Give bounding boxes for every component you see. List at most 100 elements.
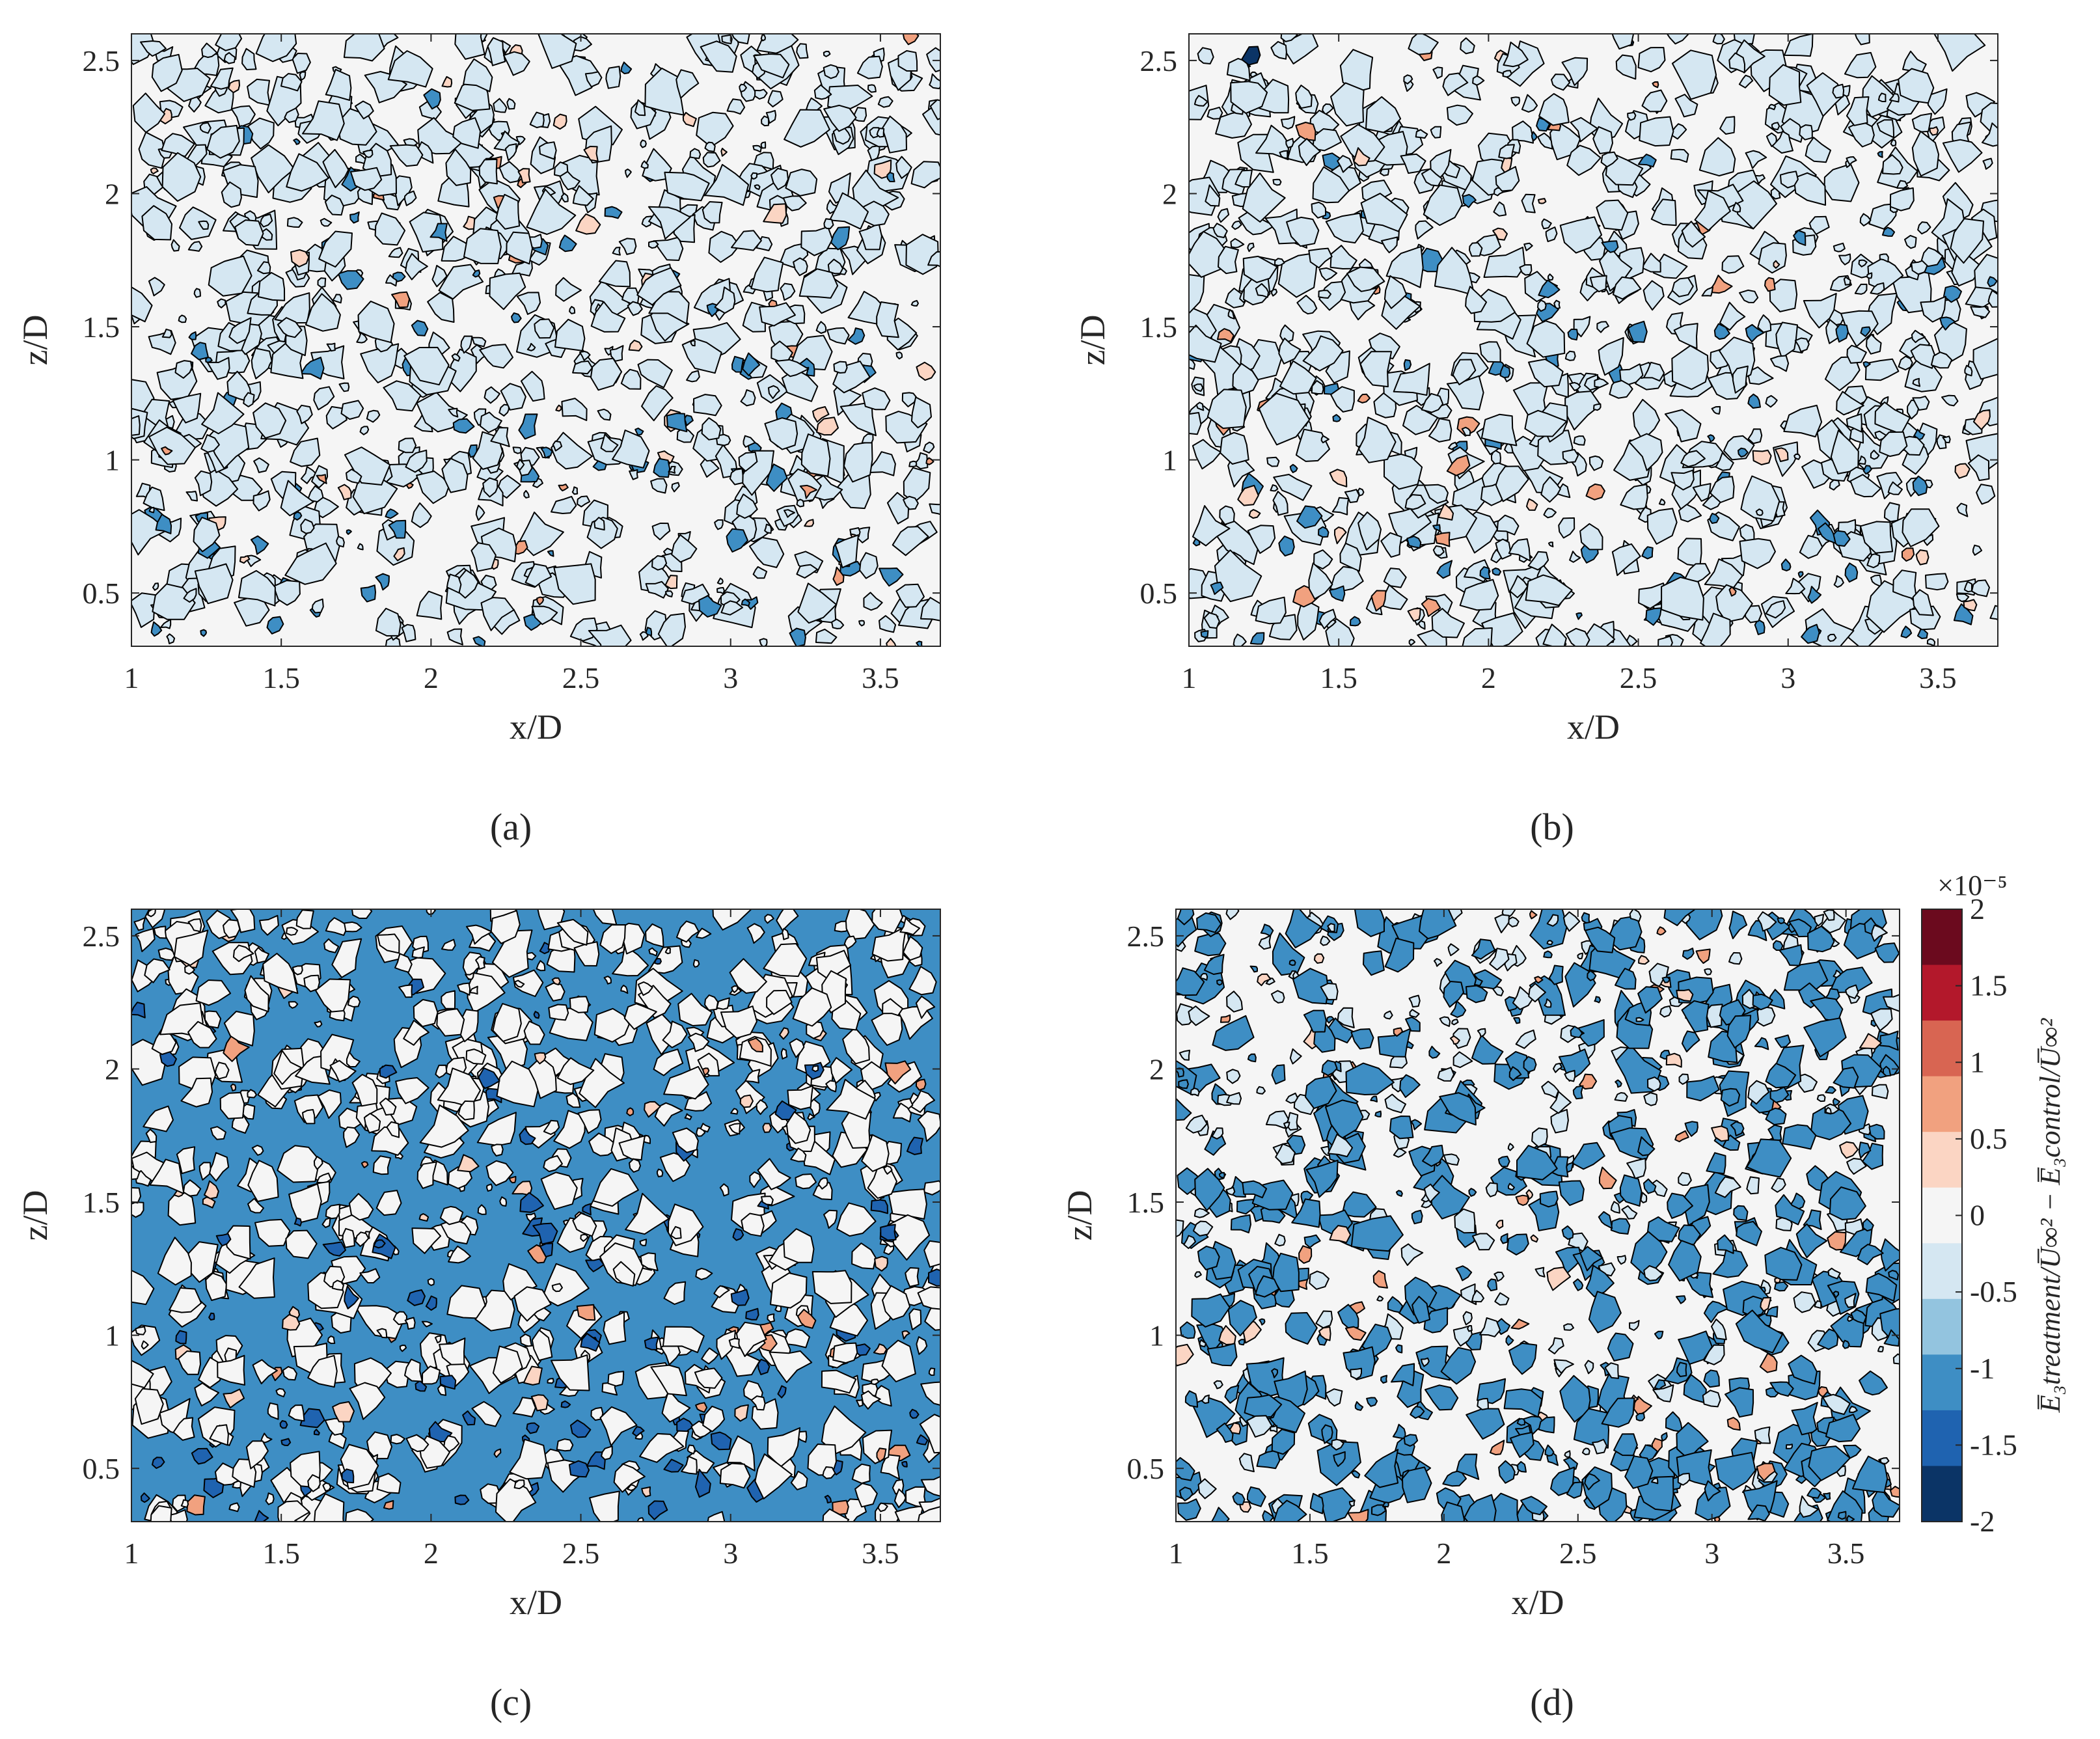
contour-region [854, 1483, 878, 1508]
contour-region [485, 1160, 514, 1186]
contour-region [1835, 323, 1849, 343]
contour-region [1341, 1191, 1377, 1218]
contour-region [1654, 1379, 1667, 1390]
contour-region [1184, 1390, 1199, 1408]
x-axis-label: x/D [510, 1583, 562, 1622]
contour-region [293, 1217, 303, 1227]
x-tick-label: 2 [1436, 1537, 1451, 1570]
contour-region [1528, 983, 1546, 1003]
contour-region [1857, 1244, 1884, 1265]
contour-region [441, 990, 456, 1009]
colorbar-band [1922, 1020, 1962, 1077]
contour-region [1332, 414, 1341, 422]
contour-region [710, 1431, 732, 1451]
contour-region [787, 1085, 813, 1110]
contour-region [1265, 978, 1275, 985]
contour-region [1318, 526, 1330, 538]
contour-region [205, 356, 213, 363]
contour-region [187, 918, 202, 933]
contour-region [262, 953, 299, 994]
x-axis-label: x/D [1512, 1583, 1564, 1622]
contour-region [1646, 508, 1678, 545]
contour-region [677, 993, 713, 1026]
contour-region [1442, 72, 1469, 96]
contour-region [1176, 1343, 1194, 1367]
contour-region [152, 1457, 165, 1469]
contour-region [187, 241, 203, 252]
contour-region [1279, 324, 1294, 344]
contour-region [625, 1192, 670, 1235]
contour-region [1178, 1079, 1189, 1089]
contour-region [572, 1212, 597, 1237]
contour-region [689, 148, 702, 159]
contour-region [1408, 638, 1416, 646]
contour-region [273, 1050, 303, 1085]
contour-region [909, 1408, 920, 1419]
contour-region [439, 1375, 457, 1390]
contour-region [1176, 967, 1205, 996]
contour-region [1226, 991, 1243, 1013]
contour-region [573, 941, 600, 966]
contour-region [448, 1245, 471, 1264]
contour-region [316, 474, 327, 484]
contour-region [901, 392, 917, 407]
contour-region [1483, 247, 1526, 278]
contour-region [1858, 1142, 1872, 1159]
contour-region [1674, 94, 1698, 118]
contour-region [1775, 1194, 1805, 1226]
contour-region [1810, 1104, 1852, 1140]
contour-region [1265, 1110, 1289, 1129]
contour-region [745, 1308, 759, 1321]
contour-region [322, 1482, 332, 1492]
contour-region [1569, 551, 1581, 563]
contour-region [376, 1473, 402, 1494]
contour-region [516, 459, 525, 471]
contour-region [1262, 1510, 1274, 1522]
y-axis-label: z/D [16, 315, 55, 366]
contour-region [1641, 89, 1668, 113]
contour-region [150, 621, 163, 637]
contour-region [1393, 1027, 1404, 1037]
contour-region [351, 909, 373, 919]
contour-region [141, 205, 172, 241]
y-tick-label: 1.5 [1127, 1186, 1165, 1219]
contour-region [1596, 199, 1629, 231]
contour-region [1495, 1220, 1504, 1229]
contour-region [1509, 575, 1529, 599]
contour-region [377, 933, 400, 954]
contour-region [1627, 111, 1637, 121]
contour-region [1440, 1347, 1477, 1385]
contour-region [1746, 1138, 1792, 1178]
contour-region [1888, 1270, 1899, 1281]
contour-region [1650, 199, 1677, 226]
contour-region [471, 336, 487, 348]
contour-region [452, 117, 482, 149]
contour-region [1537, 299, 1547, 312]
contour-region [1637, 154, 1657, 168]
contour-region [1423, 1183, 1440, 1203]
contour-region [1421, 392, 1444, 413]
contour-region [284, 107, 299, 124]
contour-region [174, 360, 193, 379]
contour-region [531, 1329, 553, 1362]
contour-region [1848, 120, 1875, 148]
contour-region [731, 511, 757, 547]
contour-region [1793, 230, 1807, 246]
contour-region [1357, 393, 1370, 404]
contour-region [1357, 511, 1382, 551]
contour-region [1191, 1293, 1231, 1328]
contour-region [1546, 914, 1559, 927]
contour-region [823, 104, 857, 132]
contour-region [413, 998, 439, 1028]
contour-region [628, 339, 643, 351]
contour-region [315, 978, 351, 1013]
contour-region [1234, 169, 1253, 188]
contour-region [859, 552, 879, 579]
contour-region [250, 535, 269, 555]
contour-region [1281, 116, 1296, 130]
contour-region [1280, 34, 1298, 42]
contour-region [1801, 623, 1820, 644]
panel-d: 1 1.5 2 2.5 3 3.50.511.522.5x/Dz/D(d) [1060, 909, 1900, 1723]
contour-region [375, 573, 390, 591]
contour-region [472, 269, 481, 278]
